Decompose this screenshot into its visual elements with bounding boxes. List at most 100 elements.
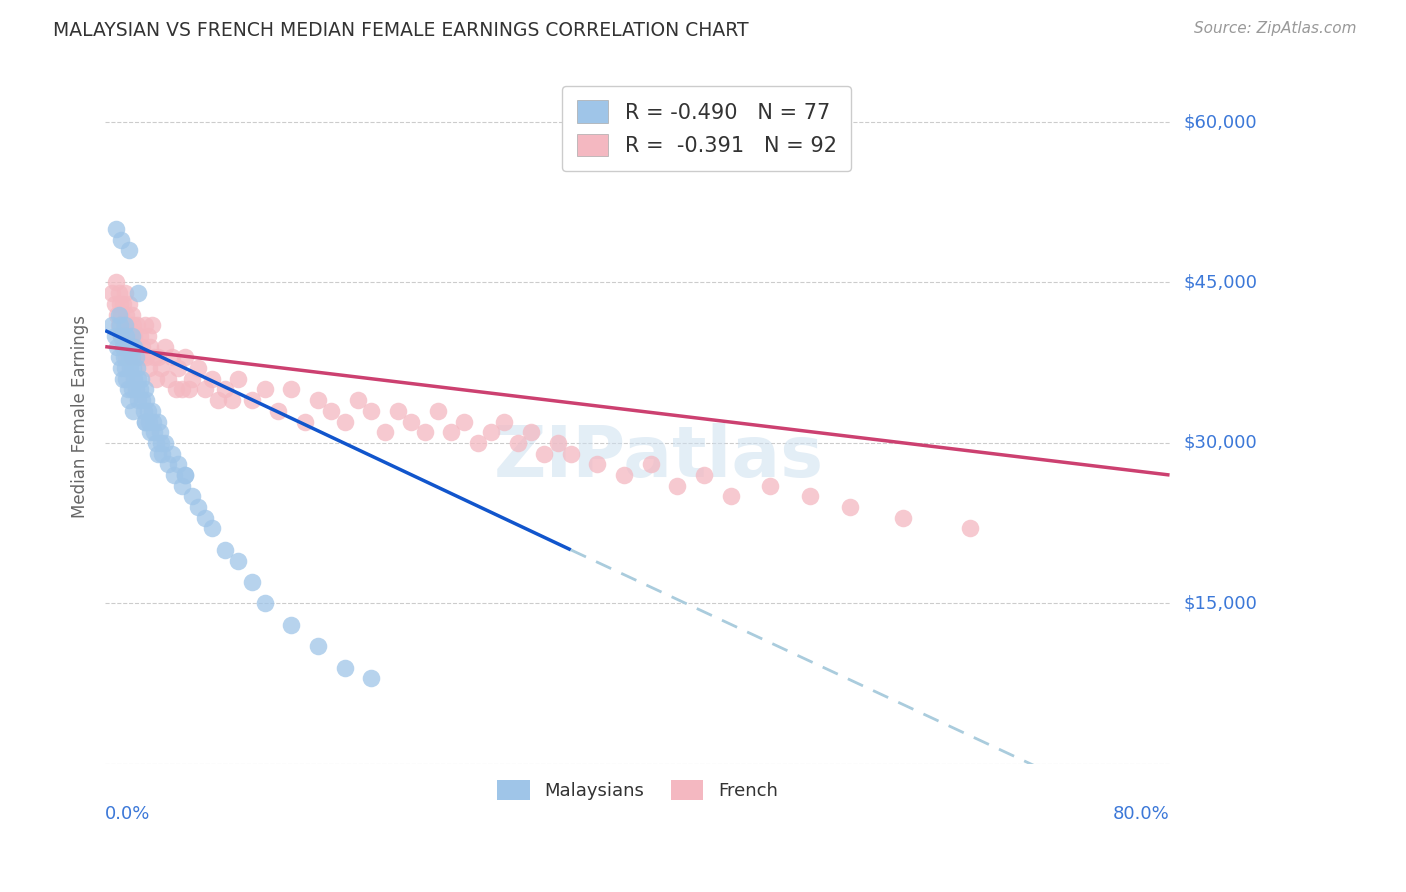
Point (124, 340, 146, 354)
Point (134, 383, 156, 397)
Point (174, 351, 197, 365)
Point (111, 340, 134, 354)
Point (413, 425, 436, 440)
Point (104, 222, 127, 236)
Point (134, 415, 156, 429)
Point (253, 596, 276, 610)
Point (110, 329, 132, 343)
Point (139, 425, 162, 440)
Point (110, 308, 132, 322)
Point (148, 447, 170, 461)
Point (467, 436, 489, 450)
Point (240, 574, 263, 589)
Point (118, 393, 141, 408)
Point (387, 404, 409, 418)
Point (280, 383, 302, 397)
Point (153, 340, 176, 354)
Point (104, 276, 127, 290)
Point (129, 351, 152, 365)
Point (127, 393, 149, 408)
Point (129, 372, 152, 386)
Point (139, 340, 162, 354)
Point (101, 318, 124, 333)
Point (321, 404, 343, 418)
Point (131, 340, 153, 354)
Point (108, 318, 131, 333)
Point (194, 510, 217, 524)
Point (121, 351, 143, 365)
Text: ZIPatlas: ZIPatlas (494, 424, 824, 492)
Point (122, 361, 145, 376)
Point (187, 500, 209, 514)
Point (114, 361, 136, 376)
Point (172, 383, 194, 397)
Point (108, 297, 131, 311)
Point (207, 393, 229, 408)
Point (118, 297, 141, 311)
Point (165, 383, 187, 397)
Point (253, 383, 276, 397)
Point (111, 372, 134, 386)
Point (118, 244, 141, 258)
Point (201, 521, 224, 535)
Point (143, 351, 166, 365)
Point (143, 425, 166, 440)
Point (115, 329, 138, 343)
Point (333, 415, 356, 429)
Point (307, 393, 329, 408)
Point (226, 372, 249, 386)
Point (103, 297, 125, 311)
Point (135, 393, 157, 408)
Point (120, 329, 142, 343)
Point (226, 553, 249, 567)
Point (105, 340, 128, 354)
Point (128, 383, 150, 397)
Point (136, 404, 159, 418)
Point (138, 361, 160, 376)
Point (194, 383, 217, 397)
Point (125, 351, 148, 365)
Point (127, 361, 149, 376)
Point (440, 425, 463, 440)
Point (110, 233, 132, 247)
Point (150, 361, 173, 376)
Text: $15,000: $15,000 (1184, 594, 1257, 613)
Point (152, 447, 174, 461)
Point (640, 458, 662, 472)
Point (294, 415, 316, 429)
Text: Source: ZipAtlas.com: Source: ZipAtlas.com (1194, 21, 1357, 36)
Point (214, 383, 236, 397)
Point (105, 308, 128, 322)
Point (839, 500, 862, 514)
Point (107, 286, 129, 301)
Point (128, 329, 150, 343)
Point (693, 468, 716, 483)
Point (156, 458, 179, 472)
Point (167, 361, 190, 376)
Point (187, 361, 209, 376)
Point (613, 468, 636, 483)
Point (148, 351, 170, 365)
Point (959, 521, 981, 535)
Point (174, 468, 197, 483)
Point (127, 351, 149, 365)
Point (101, 286, 124, 301)
Point (145, 436, 167, 450)
Point (127, 318, 149, 333)
Point (547, 436, 569, 450)
Point (120, 361, 142, 376)
Point (111, 297, 134, 311)
Point (280, 617, 302, 632)
Point (520, 425, 543, 440)
Point (533, 447, 555, 461)
Point (453, 415, 475, 429)
Point (141, 404, 163, 418)
Point (111, 340, 134, 354)
Point (347, 393, 370, 408)
Point (360, 671, 382, 685)
Point (720, 489, 742, 503)
Point (107, 318, 129, 333)
Point (124, 372, 146, 386)
Point (121, 329, 143, 343)
Point (112, 351, 135, 365)
